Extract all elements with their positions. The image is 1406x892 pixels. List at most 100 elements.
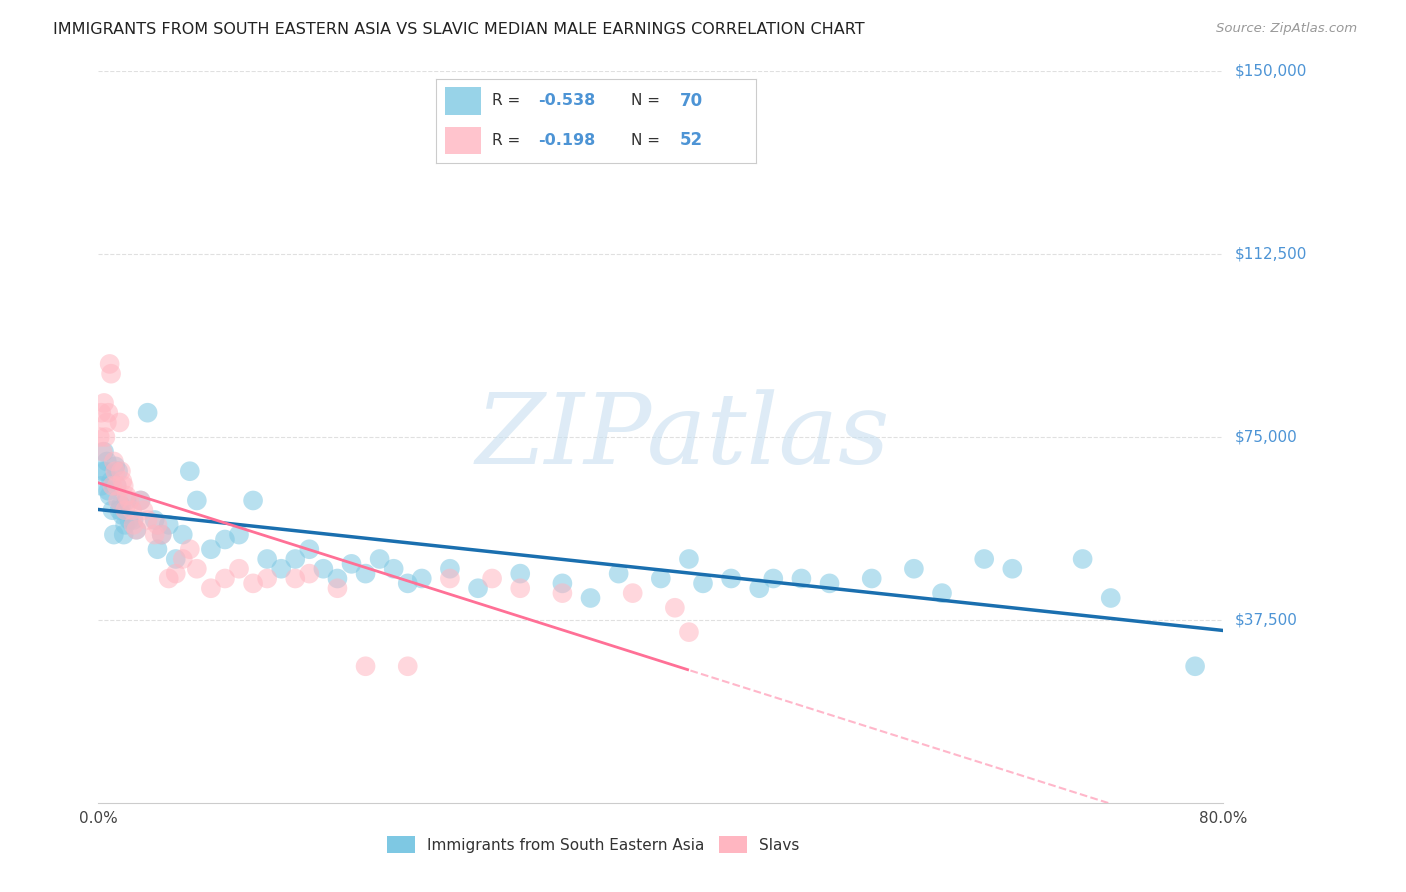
Point xyxy=(186,493,208,508)
Text: IMMIGRANTS FROM SOUTH EASTERN ASIA VS SLAVIC MEDIAN MALE EARNINGS CORRELATION CH: IMMIGRANTS FROM SOUTH EASTERN ASIA VS SL… xyxy=(53,22,865,37)
Point xyxy=(481,572,503,586)
Point xyxy=(112,527,135,541)
Point xyxy=(103,527,125,541)
Point xyxy=(165,566,187,581)
Point xyxy=(186,562,208,576)
Point xyxy=(101,503,124,517)
Point xyxy=(110,499,132,513)
Point xyxy=(97,483,120,498)
Point xyxy=(179,542,201,557)
Point xyxy=(382,562,405,576)
Point xyxy=(136,406,159,420)
Point xyxy=(157,517,180,532)
Point xyxy=(96,416,118,430)
Point xyxy=(104,464,127,478)
Point xyxy=(242,576,264,591)
Point xyxy=(98,489,121,503)
Point xyxy=(179,464,201,478)
Text: $150,000: $150,000 xyxy=(1234,64,1306,78)
Point xyxy=(107,464,129,478)
Point xyxy=(354,659,377,673)
Point xyxy=(678,625,700,640)
Point xyxy=(132,503,155,517)
Point xyxy=(110,464,132,478)
Point xyxy=(122,513,145,527)
Point xyxy=(111,508,134,522)
Point xyxy=(340,557,363,571)
Point xyxy=(284,572,307,586)
Point xyxy=(150,527,173,541)
Point xyxy=(509,566,531,581)
Point xyxy=(98,357,121,371)
Point xyxy=(104,459,127,474)
Point xyxy=(411,572,433,586)
Point xyxy=(108,416,131,430)
Point xyxy=(1099,591,1122,605)
Point xyxy=(89,430,111,444)
Point xyxy=(143,527,166,541)
Point xyxy=(129,493,152,508)
Point xyxy=(621,586,644,600)
Point xyxy=(931,586,953,600)
Point xyxy=(96,454,118,468)
Point xyxy=(122,517,145,532)
Point xyxy=(100,367,122,381)
Point xyxy=(150,527,173,541)
Point xyxy=(97,406,120,420)
Point xyxy=(818,576,841,591)
Point xyxy=(242,493,264,508)
Point xyxy=(298,566,321,581)
Point xyxy=(228,562,250,576)
Point xyxy=(129,493,152,508)
Text: Source: ZipAtlas.com: Source: ZipAtlas.com xyxy=(1216,22,1357,36)
Text: ZIPatlas: ZIPatlas xyxy=(477,390,890,484)
Point xyxy=(100,474,122,488)
Point xyxy=(108,503,131,517)
Point xyxy=(720,572,742,586)
Point xyxy=(118,513,141,527)
Point xyxy=(1184,659,1206,673)
Point xyxy=(298,542,321,557)
Point xyxy=(107,493,129,508)
Point xyxy=(903,562,925,576)
Point xyxy=(973,552,995,566)
Point xyxy=(94,464,117,478)
Point xyxy=(114,503,136,517)
Point xyxy=(114,517,136,532)
Point xyxy=(1001,562,1024,576)
Point xyxy=(256,572,278,586)
Point xyxy=(93,396,115,410)
Point xyxy=(143,513,166,527)
Point xyxy=(326,581,349,595)
Point xyxy=(91,464,114,478)
Point xyxy=(94,430,117,444)
Point xyxy=(284,552,307,566)
Point xyxy=(90,479,112,493)
Point xyxy=(396,659,419,673)
Point xyxy=(228,527,250,541)
Point xyxy=(125,523,148,537)
Point xyxy=(326,572,349,586)
Legend: Immigrants from South Eastern Asia, Slavs: Immigrants from South Eastern Asia, Slav… xyxy=(380,828,807,861)
Point xyxy=(146,517,169,532)
Point xyxy=(396,576,419,591)
Point xyxy=(678,552,700,566)
Point xyxy=(790,572,813,586)
Point xyxy=(692,576,714,591)
Point xyxy=(762,572,785,586)
Point xyxy=(90,406,112,420)
Point xyxy=(664,600,686,615)
Point xyxy=(125,523,148,537)
Point xyxy=(111,474,134,488)
Point xyxy=(105,479,128,493)
Point xyxy=(270,562,292,576)
Point xyxy=(165,552,187,566)
Point xyxy=(200,581,222,595)
Text: $112,500: $112,500 xyxy=(1234,247,1306,261)
Point xyxy=(214,572,236,586)
Point xyxy=(368,552,391,566)
Point xyxy=(354,566,377,581)
Text: $37,500: $37,500 xyxy=(1234,613,1298,627)
Point xyxy=(607,566,630,581)
Point xyxy=(439,562,461,576)
